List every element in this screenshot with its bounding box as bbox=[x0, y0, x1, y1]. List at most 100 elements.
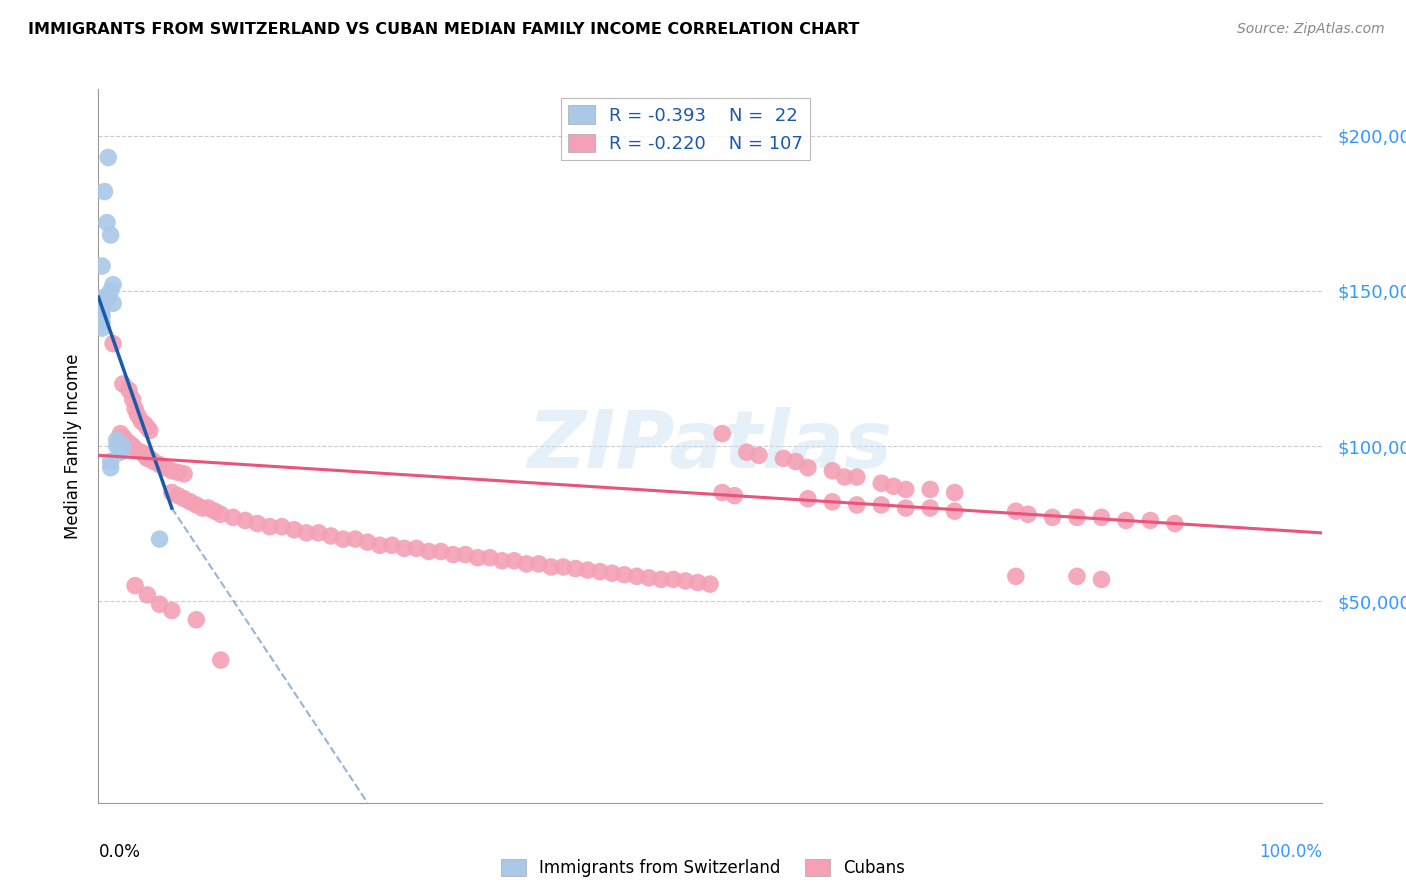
Point bbox=[100, 284, 122, 298]
Point bbox=[540, 560, 562, 574]
Point bbox=[197, 501, 219, 516]
Point bbox=[711, 485, 734, 500]
Point bbox=[139, 451, 162, 466]
Text: IMMIGRANTS FROM SWITZERLAND VS CUBAN MEDIAN FAMILY INCOME CORRELATION CHART: IMMIGRANTS FROM SWITZERLAND VS CUBAN MED… bbox=[28, 22, 859, 37]
Point bbox=[209, 653, 232, 667]
Point bbox=[173, 491, 195, 506]
Point bbox=[785, 454, 807, 468]
Point bbox=[100, 227, 122, 242]
Point bbox=[295, 525, 318, 540]
Point bbox=[772, 451, 794, 466]
Point bbox=[870, 498, 893, 512]
Point bbox=[134, 448, 156, 462]
Y-axis label: Median Family Income: Median Family Income bbox=[63, 353, 82, 539]
Point bbox=[100, 454, 122, 468]
Point bbox=[105, 433, 128, 447]
Point bbox=[136, 451, 159, 466]
Legend: Immigrants from Switzerland, Cubans: Immigrants from Switzerland, Cubans bbox=[494, 852, 912, 884]
Point bbox=[920, 501, 942, 516]
Point bbox=[441, 548, 464, 562]
Point bbox=[97, 151, 120, 165]
Point bbox=[834, 470, 856, 484]
Point bbox=[179, 495, 201, 509]
Point bbox=[127, 408, 149, 422]
Point bbox=[129, 445, 152, 459]
Point bbox=[149, 458, 172, 472]
Point bbox=[118, 436, 141, 450]
Point bbox=[121, 439, 143, 453]
Point bbox=[1164, 516, 1187, 531]
Point bbox=[392, 541, 416, 556]
Point bbox=[101, 277, 124, 292]
Point bbox=[515, 557, 537, 571]
Point bbox=[91, 293, 114, 308]
Point bbox=[233, 513, 256, 527]
Point bbox=[430, 544, 453, 558]
Point bbox=[589, 565, 612, 579]
Point bbox=[418, 544, 440, 558]
Point bbox=[167, 466, 190, 480]
Point bbox=[626, 569, 648, 583]
Point bbox=[675, 574, 697, 588]
Point bbox=[894, 501, 917, 516]
Point bbox=[723, 489, 745, 503]
Point bbox=[91, 302, 114, 317]
Point bbox=[100, 460, 122, 475]
Point bbox=[91, 315, 114, 329]
Point bbox=[110, 426, 132, 441]
Point bbox=[308, 525, 330, 540]
Point bbox=[1004, 569, 1026, 583]
Point bbox=[454, 548, 477, 562]
Point bbox=[491, 554, 513, 568]
Point bbox=[134, 417, 156, 432]
Point bbox=[111, 439, 134, 453]
Point bbox=[637, 571, 661, 585]
Point bbox=[149, 532, 172, 546]
Point bbox=[139, 424, 162, 438]
Point bbox=[883, 479, 905, 493]
Point bbox=[553, 560, 575, 574]
Point bbox=[97, 290, 120, 304]
Point bbox=[160, 603, 183, 617]
Text: 100.0%: 100.0% bbox=[1258, 843, 1322, 861]
Point bbox=[1004, 504, 1026, 518]
Point bbox=[270, 519, 294, 533]
Point bbox=[118, 383, 141, 397]
Point bbox=[91, 309, 114, 323]
Point bbox=[332, 532, 354, 546]
Point bbox=[114, 433, 136, 447]
Point bbox=[111, 376, 134, 391]
Point bbox=[149, 597, 172, 611]
Point bbox=[129, 414, 152, 428]
Point bbox=[204, 504, 226, 518]
Point bbox=[527, 557, 550, 571]
Point bbox=[160, 464, 183, 478]
Point bbox=[105, 439, 128, 453]
Point bbox=[699, 577, 721, 591]
Point bbox=[191, 501, 214, 516]
Point bbox=[246, 516, 269, 531]
Point bbox=[186, 613, 208, 627]
Point bbox=[1115, 513, 1137, 527]
Point bbox=[650, 573, 672, 587]
Point bbox=[91, 321, 114, 335]
Point bbox=[142, 454, 165, 468]
Point bbox=[735, 445, 758, 459]
Point bbox=[160, 485, 183, 500]
Point bbox=[576, 563, 599, 577]
Point bbox=[405, 541, 427, 556]
Point bbox=[283, 523, 305, 537]
Point bbox=[124, 442, 146, 456]
Point bbox=[821, 495, 844, 509]
Point bbox=[686, 575, 709, 590]
Point bbox=[920, 483, 942, 497]
Point bbox=[600, 566, 623, 581]
Point bbox=[478, 550, 501, 565]
Point bbox=[155, 460, 177, 475]
Point bbox=[1066, 569, 1088, 583]
Point bbox=[821, 464, 844, 478]
Point bbox=[1139, 513, 1161, 527]
Text: ZIPatlas: ZIPatlas bbox=[527, 407, 893, 485]
Point bbox=[121, 392, 143, 407]
Point bbox=[209, 508, 232, 522]
